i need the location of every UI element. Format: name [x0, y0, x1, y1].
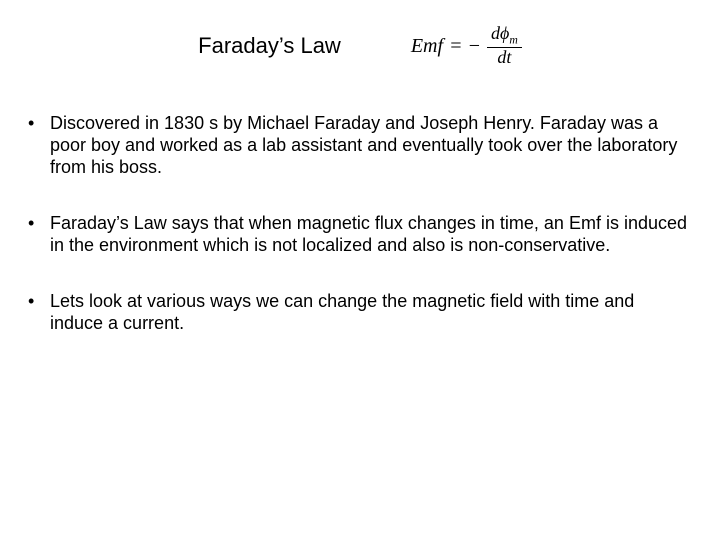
- list-item: • Lets look at various ways we can chang…: [28, 290, 690, 334]
- page-title: Faraday’s Law: [198, 33, 341, 59]
- formula-fraction: dϕm dt: [487, 24, 522, 68]
- list-item: • Discovered in 1830 s by Michael Farada…: [28, 112, 690, 178]
- list-item: • Faraday’s Law says that when magnetic …: [28, 212, 690, 256]
- bullet-text: Lets look at various ways we can change …: [50, 290, 690, 334]
- title-row: Faraday’s Law Emf = − dϕm dt: [0, 24, 720, 68]
- formula: Emf = − dϕm dt: [411, 24, 522, 68]
- bullet-list: • Discovered in 1830 s by Michael Farada…: [28, 112, 690, 368]
- bullet-icon: •: [28, 212, 50, 234]
- formula-eq: = −: [449, 35, 481, 58]
- bullet-text: Faraday’s Law says that when magnetic fl…: [50, 212, 690, 256]
- bullet-icon: •: [28, 112, 50, 134]
- formula-numerator: dϕm: [487, 24, 522, 48]
- formula-num-d: d: [491, 23, 500, 43]
- formula-lhs: Emf: [411, 35, 443, 58]
- bullet-text: Discovered in 1830 s by Michael Faraday …: [50, 112, 690, 178]
- formula-denominator: dt: [493, 48, 515, 68]
- bullet-icon: •: [28, 290, 50, 312]
- formula-num-phi: ϕ: [500, 23, 509, 43]
- formula-num-sub: m: [509, 34, 517, 47]
